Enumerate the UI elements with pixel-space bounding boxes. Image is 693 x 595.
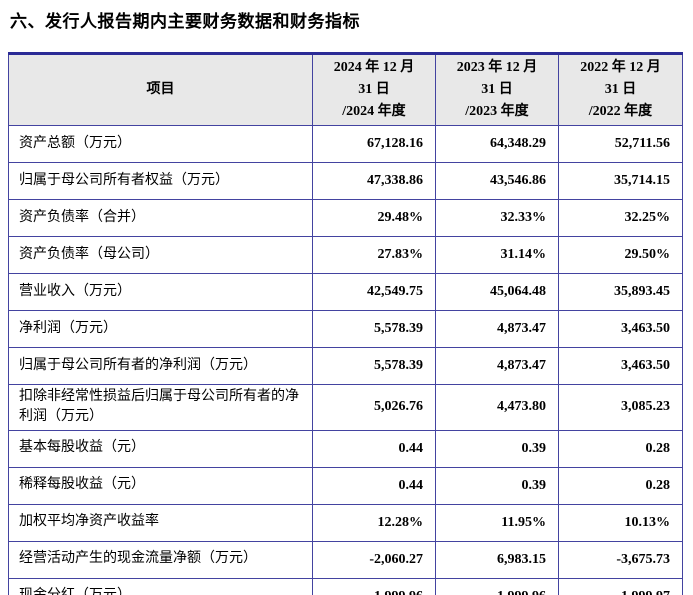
row-label: 稀释每股收益（元） <box>8 466 313 505</box>
row-value-2023: 4,873.47 <box>435 347 559 385</box>
table-row: 基本每股收益（元） 0.44 0.39 0.28 <box>8 429 683 468</box>
table-row: 归属于母公司所有者权益（万元） 47,338.86 43,546.86 35,7… <box>8 162 683 200</box>
table-row: 归属于母公司所有者的净利润（万元） 5,578.39 4,873.47 3,46… <box>8 347 683 385</box>
row-value-2022: 29.50% <box>558 236 683 274</box>
row-value-2022: -3,675.73 <box>558 540 683 579</box>
row-value-2022: 35,714.15 <box>558 162 683 200</box>
row-value-2024: 12.28% <box>312 503 436 542</box>
row-value-2024: 0.44 <box>312 466 436 505</box>
row-value-2023: 4,473.80 <box>435 384 559 431</box>
table-row: 资产总额（万元） 67,128.16 64,348.29 52,711.56 <box>8 125 683 163</box>
row-value-2023: 64,348.29 <box>435 125 559 163</box>
table-row: 资产负债率（合并） 29.48% 32.33% 32.25% <box>8 199 683 237</box>
row-label: 现金分红（万元） <box>8 577 313 595</box>
row-label: 扣除非经常性损益后归属于母公司所有者的净利润（万元） <box>8 384 313 431</box>
period-line: /2022 年度 <box>588 103 653 119</box>
row-value-2024: 5,026.76 <box>312 384 436 431</box>
row-value-2024: -2,060.27 <box>312 540 436 579</box>
section-title: 六、发行人报告期内主要财务数据和财务指标 <box>10 12 360 31</box>
row-value-2024: 5,578.39 <box>312 310 436 348</box>
period-line: 2023 年 12 月 <box>456 60 538 76</box>
period-line: 2024 年 12 月 <box>333 60 415 76</box>
column-header-item: 项目 <box>8 53 313 126</box>
table-row: 现金分红（万元） 1,999.96 1,999.96 1,999.97 <box>8 577 683 595</box>
row-value-2023: 1,999.96 <box>435 577 559 595</box>
row-value-2023: 31.14% <box>435 236 559 274</box>
row-value-2023: 43,546.86 <box>435 162 559 200</box>
table-row: 扣除非经常性损益后归属于母公司所有者的净利润（万元） 5,026.76 4,47… <box>8 384 683 431</box>
row-value-2024: 47,338.86 <box>312 162 436 200</box>
row-value-2022: 35,893.45 <box>558 273 683 311</box>
row-label: 资产总额（万元） <box>8 125 313 163</box>
row-label: 经营活动产生的现金流量净额（万元） <box>8 540 313 579</box>
row-value-2023: 4,873.47 <box>435 310 559 348</box>
period-line: 31 日 <box>358 82 390 98</box>
row-value-2024: 1,999.96 <box>312 577 436 595</box>
row-label: 净利润（万元） <box>8 310 313 348</box>
row-label: 资产负债率（合并） <box>8 199 313 237</box>
financial-data-table: 项目 2024 年 12 月 31 日 /2024 年度 2023 年 12 月… <box>8 52 683 595</box>
table-row: 经营活动产生的现金流量净额（万元） -2,060.27 6,983.15 -3,… <box>8 540 683 579</box>
row-value-2023: 45,064.48 <box>435 273 559 311</box>
table-header: 项目 2024 年 12 月 31 日 /2024 年度 2023 年 12 月… <box>8 53 683 126</box>
column-header-period-2023: 2023 年 12 月 31 日 /2023 年度 <box>435 53 559 126</box>
row-value-2024: 0.44 <box>312 429 436 468</box>
row-value-2023: 0.39 <box>435 429 559 468</box>
row-value-2023: 11.95% <box>435 503 559 542</box>
period-line: /2024 年度 <box>342 103 406 119</box>
row-value-2022: 0.28 <box>558 429 683 468</box>
table-header-row: 项目 2024 年 12 月 31 日 /2024 年度 2023 年 12 月… <box>8 53 683 126</box>
period-line: 31 日 <box>604 82 637 98</box>
table-row: 加权平均净资产收益率 12.28% 11.95% 10.13% <box>8 503 683 542</box>
row-value-2024: 27.83% <box>312 236 436 274</box>
row-value-2022: 32.25% <box>558 199 683 237</box>
row-value-2022: 52,711.56 <box>558 125 683 163</box>
row-value-2022: 10.13% <box>558 503 683 542</box>
row-value-2022: 3,085.23 <box>558 384 683 431</box>
row-value-2022: 1,999.97 <box>558 577 683 595</box>
period-line: /2023 年度 <box>465 103 529 119</box>
row-value-2024: 5,578.39 <box>312 347 436 385</box>
period-line: 31 日 <box>481 82 513 98</box>
table-row: 营业收入（万元） 42,549.75 45,064.48 35,893.45 <box>8 273 683 311</box>
table-body: 资产总额（万元） 67,128.16 64,348.29 52,711.56 归… <box>8 125 683 595</box>
row-value-2022: 3,463.50 <box>558 347 683 385</box>
column-header-period-2024: 2024 年 12 月 31 日 /2024 年度 <box>312 53 436 126</box>
table-row: 净利润（万元） 5,578.39 4,873.47 3,463.50 <box>8 310 683 348</box>
row-value-2023: 6,983.15 <box>435 540 559 579</box>
row-value-2024: 42,549.75 <box>312 273 436 311</box>
row-value-2024: 67,128.16 <box>312 125 436 163</box>
table-row: 稀释每股收益（元） 0.44 0.39 0.28 <box>8 466 683 505</box>
column-header-period-2022: 2022 年 12 月 31 日 /2022 年度 <box>558 53 683 126</box>
row-label: 基本每股收益（元） <box>8 429 313 468</box>
row-label: 加权平均净资产收益率 <box>8 503 313 542</box>
row-label: 归属于母公司所有者的净利润（万元） <box>8 347 313 385</box>
row-value-2022: 0.28 <box>558 466 683 505</box>
table-row: 资产负债率（母公司） 27.83% 31.14% 29.50% <box>8 236 683 274</box>
row-value-2024: 29.48% <box>312 199 436 237</box>
row-value-2023: 0.39 <box>435 466 559 505</box>
row-value-2023: 32.33% <box>435 199 559 237</box>
row-label: 营业收入（万元） <box>8 273 313 311</box>
row-label: 资产负债率（母公司） <box>8 236 313 274</box>
row-label: 归属于母公司所有者权益（万元） <box>8 162 313 200</box>
period-line: 2022 年 12 月 <box>580 60 661 76</box>
row-value-2022: 3,463.50 <box>558 310 683 348</box>
